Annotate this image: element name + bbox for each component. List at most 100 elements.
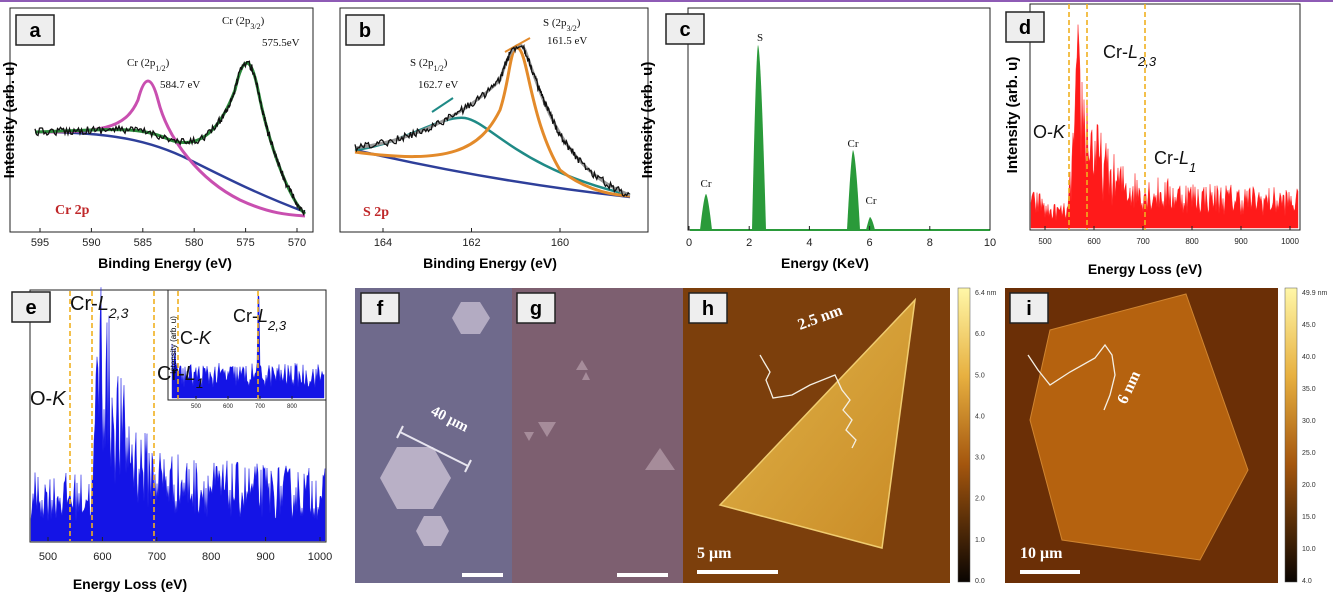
text-part: Cr-	[1103, 42, 1128, 62]
x-tick-label: 162	[462, 237, 480, 249]
annotation: O-K	[1033, 122, 1066, 142]
x-tick-label: 1000	[1281, 237, 1299, 246]
text-part: 1/2	[155, 64, 165, 73]
annotation: 584.7 eV	[160, 79, 200, 91]
x-tick-label: 575	[236, 237, 254, 249]
text-part: 3/2	[250, 22, 260, 31]
text-part: L	[258, 306, 268, 326]
annotation: Cr (2p3/2)	[222, 15, 265, 31]
text-part: 2,3	[1137, 54, 1157, 69]
text-part: S (2p	[543, 17, 567, 29]
text-part: )	[166, 57, 170, 69]
figure: a595590585580575570Binding Energy (eV)In…	[0, 0, 1333, 594]
x-tick-label: 900	[256, 551, 274, 563]
peak	[700, 194, 712, 230]
colorbar	[958, 288, 970, 582]
text-part: K	[1053, 122, 1066, 142]
eds-peaks	[690, 45, 990, 231]
text-part: O-	[1033, 122, 1053, 142]
text-part: Cr-	[233, 306, 258, 326]
colorbar-label: 25.0	[1302, 450, 1316, 457]
optical-image	[512, 288, 683, 583]
panel-label: i	[1026, 298, 1032, 320]
x-tick-label: 8	[927, 237, 933, 249]
colorbar-label: 45.0	[1302, 322, 1316, 329]
text-part: )	[261, 15, 265, 27]
x-tick-label: 4	[806, 237, 812, 249]
axis-title: Intensity (arb. u)	[639, 62, 656, 179]
annotation: 5 μm	[697, 545, 732, 562]
text-part: 2,3	[108, 305, 129, 321]
text-part: C-	[180, 328, 199, 348]
text-part: Cr (2p	[222, 15, 251, 27]
text-part: Cr-	[1154, 148, 1179, 168]
panel-label: d	[1019, 17, 1031, 39]
annotation: 162.7 eV	[418, 79, 458, 91]
text-part: K	[199, 328, 212, 348]
axis-title: Intensity (arb. u)	[1004, 57, 1021, 174]
text-part: 1/2	[434, 64, 444, 73]
colorbar-label: 4.0	[1302, 578, 1312, 585]
panel-label: f	[377, 298, 384, 320]
colorbar-label: 5.0	[975, 372, 985, 379]
x-tick-label: 160	[551, 237, 569, 249]
colorbar-label: 30.0	[1302, 418, 1316, 425]
x-tick-label: 800	[202, 551, 220, 563]
text-part: 1	[1189, 160, 1196, 175]
x-tick-label: 500	[191, 404, 202, 410]
annotation: Cr-L2,3	[1103, 42, 1157, 69]
axis-title: Energy Loss (eV)	[73, 576, 187, 592]
colorbar	[1285, 288, 1297, 582]
fit-curve	[355, 48, 630, 196]
colorbar-label: 49.9 nm	[1302, 290, 1327, 297]
x-tick-label: 800	[1185, 237, 1199, 246]
axis-title: Binding Energy (eV)	[423, 255, 557, 271]
colorbar-label: 0.0	[975, 578, 985, 585]
x-tick-label: 900	[1234, 237, 1248, 246]
annotation: Cr-L1	[1154, 148, 1196, 175]
peak	[847, 150, 860, 230]
x-tick-label: 600	[223, 404, 234, 410]
text-part: S (2p	[410, 57, 434, 69]
panel-label: b	[359, 20, 371, 42]
x-tick-label: 600	[1087, 237, 1101, 246]
annotation: S	[757, 32, 763, 44]
x-tick-label: 590	[82, 237, 100, 249]
panel-label: e	[25, 297, 36, 319]
panel-label: c	[679, 19, 690, 41]
annotation: 575.5eV	[262, 37, 300, 49]
x-tick-label: 585	[134, 237, 152, 249]
annotation: S (2p1/2)	[410, 57, 448, 73]
annotation: C-K	[180, 328, 212, 348]
pointer	[432, 98, 453, 112]
x-tick-label: 0	[686, 237, 692, 249]
annotation: 161.5 eV	[547, 35, 587, 47]
text-part: )	[577, 17, 581, 29]
x-tick-label: 6	[867, 237, 873, 249]
x-tick-label: 500	[39, 551, 57, 563]
colorbar-label: 15.0	[1302, 514, 1316, 521]
text-part: L	[185, 363, 196, 385]
x-tick-label: 570	[288, 237, 306, 249]
peak	[866, 217, 875, 230]
axis-title: Energy Loss (eV)	[1088, 261, 1202, 277]
element-tag: S 2p	[363, 205, 389, 220]
x-tick-label: 2	[746, 237, 752, 249]
x-tick-label: 595	[31, 237, 49, 249]
text-part: K	[52, 388, 67, 410]
x-tick-label: 600	[93, 551, 111, 563]
top-rule	[0, 0, 1333, 2]
x-tick-label: 580	[185, 237, 203, 249]
peak	[752, 45, 766, 230]
text-part: Cr (2p	[127, 57, 156, 69]
text-part: 1	[196, 375, 204, 391]
x-tick-label: 500	[1038, 237, 1052, 246]
text-part: L	[1128, 42, 1138, 62]
colorbar-label: 4.0	[975, 413, 985, 420]
plot-frame	[688, 8, 990, 230]
x-tick-label: 700	[255, 404, 266, 410]
annotation: Cr	[848, 138, 859, 150]
text-part: L	[98, 293, 109, 315]
axis-title: Binding Energy (eV)	[98, 255, 232, 271]
colorbar-label: 40.0	[1302, 354, 1316, 361]
